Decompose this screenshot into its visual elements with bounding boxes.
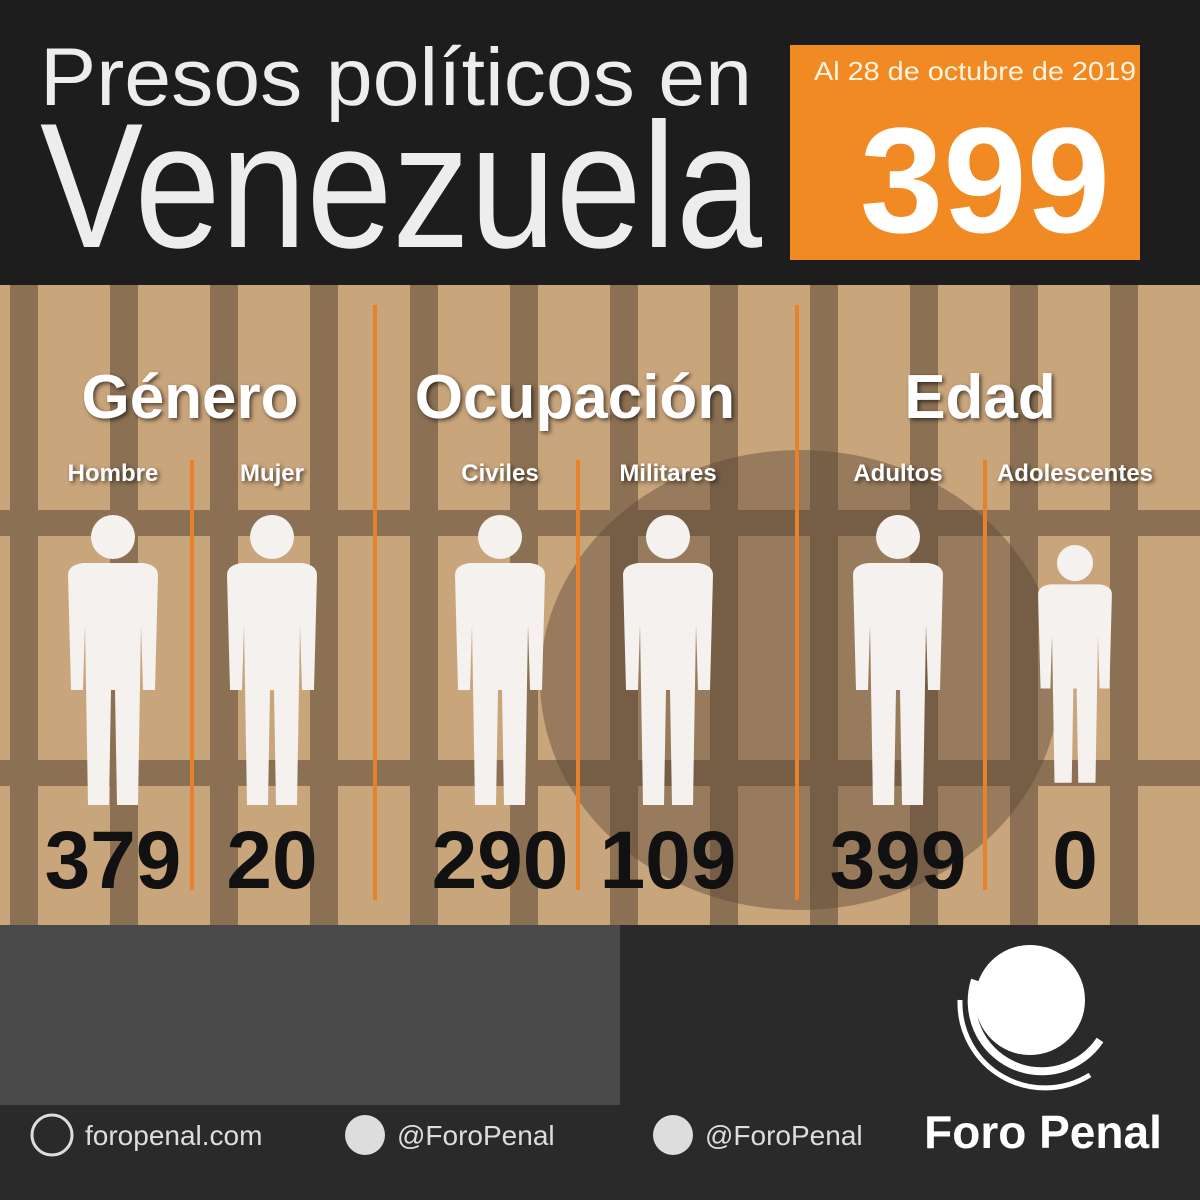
person-body bbox=[1038, 584, 1112, 783]
total-number: 399 bbox=[860, 96, 1110, 264]
item-label: Militares bbox=[619, 460, 716, 487]
cell-bar bbox=[410, 285, 438, 925]
item-value: 20 bbox=[226, 815, 317, 906]
total-box bbox=[790, 45, 1140, 260]
cell-bar bbox=[10, 285, 38, 925]
cell-bar bbox=[810, 285, 838, 925]
group-title: Edad bbox=[904, 363, 1056, 432]
person-head bbox=[478, 515, 522, 559]
item-value: 109 bbox=[600, 815, 737, 906]
person-head bbox=[876, 515, 920, 559]
item-value: 0 bbox=[1052, 815, 1098, 906]
twitter-icon bbox=[345, 1115, 385, 1155]
person-icon bbox=[853, 515, 943, 805]
total-date: Al 28 de octubre de 2019 bbox=[814, 56, 1136, 86]
web-icon bbox=[30, 1113, 74, 1157]
cell-bar bbox=[0, 760, 1200, 786]
item-label: Mujer bbox=[240, 460, 304, 487]
footer-instagram: @ForoPenal bbox=[705, 1120, 863, 1151]
item-label: Adolescentes bbox=[997, 460, 1153, 487]
footer-website: foropenal.com bbox=[85, 1120, 262, 1151]
item-label: Civiles bbox=[461, 460, 538, 487]
groups: Género Hombre 379 Mujer 20 Ocupación Civiles 29… bbox=[45, 363, 1153, 906]
floor-shadow bbox=[0, 925, 620, 1105]
person-icon bbox=[455, 515, 545, 805]
cell-bar bbox=[0, 510, 1200, 536]
item-label: Hombre bbox=[68, 460, 159, 487]
title-line2: Venezuela bbox=[40, 86, 762, 285]
cell-bar bbox=[1110, 285, 1138, 925]
person-icon bbox=[623, 515, 713, 805]
person-body bbox=[455, 563, 545, 805]
cell-bar bbox=[710, 285, 738, 925]
brand: Foro Penal bbox=[924, 1106, 1162, 1158]
group: Género Hombre 379 Mujer 20 bbox=[45, 363, 318, 906]
cell-bar bbox=[1010, 285, 1038, 925]
group-title: Ocupación bbox=[415, 363, 735, 432]
person-body bbox=[227, 563, 317, 805]
person-head bbox=[646, 515, 690, 559]
person-body bbox=[623, 563, 713, 805]
item-value: 290 bbox=[432, 815, 569, 906]
person-icon bbox=[1038, 545, 1112, 783]
item-value: 399 bbox=[830, 815, 967, 906]
person-head bbox=[250, 515, 294, 559]
person-icon bbox=[68, 515, 158, 805]
title-line1: Presos políticos en bbox=[40, 32, 752, 123]
person-body bbox=[853, 563, 943, 805]
group-title: Género bbox=[81, 363, 298, 432]
person-head bbox=[91, 515, 135, 559]
instagram-icon bbox=[653, 1115, 693, 1155]
logo-arc bbox=[957, 999, 1092, 1091]
person-body bbox=[68, 563, 158, 805]
logo-arc bbox=[967, 978, 1104, 1076]
footer: foropenal.com @ForoPenal @ForoPenal Foro… bbox=[30, 945, 1162, 1158]
group: Ocupación Civiles 290 Militares 109 bbox=[415, 363, 737, 906]
person-icon bbox=[227, 515, 317, 805]
group: Edad Adultos 399 Adolescentes 0 bbox=[830, 363, 1153, 906]
middle-band bbox=[0, 285, 1200, 925]
item-value: 379 bbox=[45, 815, 182, 906]
logo-disc bbox=[975, 945, 1085, 1055]
person-head bbox=[1056, 545, 1094, 582]
footer-twitter: @ForoPenal bbox=[397, 1120, 555, 1151]
item-label: Adultos bbox=[853, 460, 942, 487]
